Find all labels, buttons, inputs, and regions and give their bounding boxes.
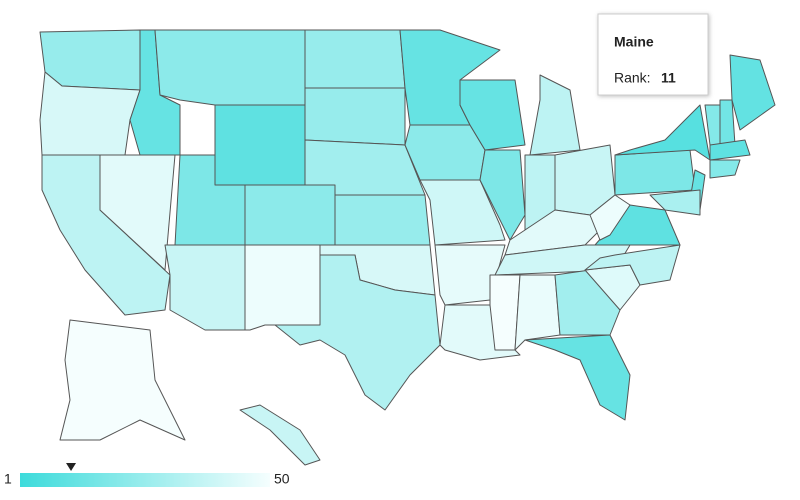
region[interactable] — [589, 194, 631, 241]
region[interactable] — [244, 184, 336, 246]
region[interactable] — [334, 194, 431, 246]
legend: 1 50 — [4, 463, 290, 487]
tooltip-title: Maine — [614, 34, 654, 50]
region[interactable] — [154, 29, 306, 106]
legend-bar — [20, 473, 270, 487]
region[interactable] — [554, 269, 621, 336]
tooltip-value: 11 — [661, 70, 676, 86]
region[interactable] — [164, 244, 246, 331]
region[interactable] — [404, 124, 486, 181]
region[interactable] — [489, 274, 521, 351]
region[interactable] — [719, 99, 736, 146]
region[interactable] — [239, 404, 321, 466]
region[interactable] — [709, 159, 741, 179]
region[interactable] — [614, 104, 711, 161]
region[interactable] — [729, 54, 776, 131]
region[interactable] — [649, 189, 701, 216]
region[interactable] — [524, 334, 631, 421]
region[interactable] — [504, 209, 606, 256]
region[interactable] — [709, 139, 751, 161]
region[interactable] — [244, 244, 321, 331]
legend-marker — [66, 463, 77, 471]
tooltip-label: Rank: — [614, 70, 651, 86]
tooltip-box — [597, 13, 709, 96]
legend-max: 50 — [274, 471, 290, 487]
region[interactable] — [304, 87, 406, 146]
tooltip: Maine Rank: 11 — [597, 13, 709, 96]
region[interactable] — [434, 244, 506, 306]
region[interactable] — [304, 29, 406, 89]
region[interactable] — [614, 149, 696, 196]
legend-min: 1 — [4, 471, 12, 487]
region[interactable] — [584, 244, 681, 286]
region[interactable] — [59, 319, 186, 441]
region[interactable] — [529, 74, 581, 156]
region[interactable] — [214, 104, 306, 186]
regions — [39, 29, 776, 466]
region[interactable] — [704, 104, 721, 146]
region[interactable] — [39, 71, 141, 156]
region[interactable] — [274, 254, 441, 411]
region[interactable] — [514, 274, 561, 351]
